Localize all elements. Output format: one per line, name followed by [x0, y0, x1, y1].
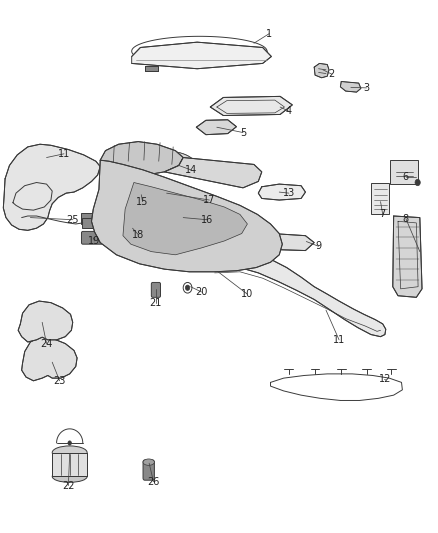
- Polygon shape: [196, 120, 237, 135]
- Polygon shape: [21, 337, 77, 381]
- Text: 23: 23: [53, 376, 66, 386]
- Polygon shape: [138, 151, 195, 165]
- Ellipse shape: [53, 311, 71, 327]
- Text: 4: 4: [286, 106, 292, 116]
- Polygon shape: [132, 42, 272, 69]
- Ellipse shape: [27, 350, 48, 369]
- Text: 26: 26: [147, 477, 160, 487]
- Text: 13: 13: [283, 188, 295, 198]
- Polygon shape: [52, 453, 87, 477]
- Text: 12: 12: [379, 374, 391, 384]
- Polygon shape: [393, 216, 422, 297]
- Polygon shape: [314, 63, 329, 78]
- Polygon shape: [119, 227, 151, 240]
- Ellipse shape: [57, 349, 74, 366]
- Polygon shape: [164, 158, 262, 188]
- Polygon shape: [113, 221, 158, 237]
- Text: 14: 14: [184, 165, 197, 175]
- Ellipse shape: [175, 216, 201, 230]
- Polygon shape: [123, 182, 247, 255]
- Text: 8: 8: [403, 214, 409, 224]
- Circle shape: [415, 179, 420, 185]
- Text: 21: 21: [149, 297, 162, 308]
- Text: 11: 11: [333, 335, 345, 345]
- Text: 1: 1: [266, 29, 272, 39]
- Text: 7: 7: [380, 209, 386, 220]
- Polygon shape: [100, 142, 183, 175]
- Polygon shape: [151, 187, 187, 201]
- FancyBboxPatch shape: [143, 460, 154, 480]
- Text: 9: 9: [315, 241, 321, 251]
- FancyBboxPatch shape: [390, 160, 418, 184]
- Text: 16: 16: [201, 215, 213, 225]
- FancyBboxPatch shape: [151, 282, 160, 297]
- Polygon shape: [145, 66, 158, 71]
- Text: 6: 6: [403, 172, 409, 182]
- Text: 17: 17: [203, 195, 215, 205]
- Text: 15: 15: [136, 197, 149, 207]
- Polygon shape: [123, 186, 160, 193]
- Text: 19: 19: [88, 236, 101, 246]
- Ellipse shape: [168, 212, 207, 234]
- Text: 2: 2: [328, 69, 335, 79]
- FancyBboxPatch shape: [82, 217, 93, 228]
- Text: 10: 10: [241, 289, 254, 299]
- Circle shape: [185, 285, 190, 290]
- Text: 22: 22: [62, 481, 74, 490]
- Text: 3: 3: [364, 83, 370, 93]
- FancyBboxPatch shape: [81, 213, 92, 224]
- Polygon shape: [258, 184, 305, 200]
- Text: 18: 18: [132, 230, 145, 240]
- Ellipse shape: [52, 471, 87, 482]
- FancyBboxPatch shape: [81, 231, 105, 244]
- Ellipse shape: [143, 459, 154, 465]
- Polygon shape: [4, 144, 100, 230]
- Text: 24: 24: [40, 338, 53, 349]
- Ellipse shape: [57, 314, 67, 324]
- Ellipse shape: [29, 316, 42, 326]
- Ellipse shape: [60, 352, 71, 362]
- Polygon shape: [92, 160, 283, 272]
- Text: 25: 25: [67, 215, 79, 225]
- FancyBboxPatch shape: [371, 183, 389, 214]
- Ellipse shape: [25, 312, 46, 330]
- Polygon shape: [262, 233, 314, 251]
- Circle shape: [68, 441, 71, 445]
- Ellipse shape: [52, 446, 87, 459]
- Polygon shape: [196, 251, 386, 337]
- Polygon shape: [210, 96, 292, 116]
- Text: 5: 5: [240, 127, 246, 138]
- Polygon shape: [340, 82, 361, 92]
- Text: 11: 11: [58, 149, 70, 159]
- Polygon shape: [18, 301, 73, 342]
- Ellipse shape: [31, 354, 45, 366]
- Text: 20: 20: [195, 287, 208, 297]
- Polygon shape: [157, 209, 201, 216]
